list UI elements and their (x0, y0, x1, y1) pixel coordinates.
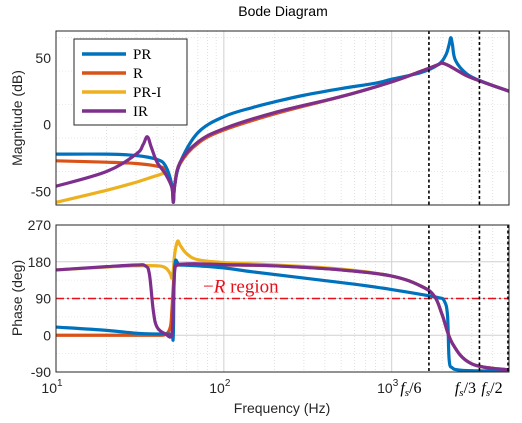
phase-axis-label: Phase (deg) (9, 260, 25, 336)
legend: PR R PR-I IR (73, 38, 188, 126)
magnitude-series-group (56, 36, 509, 204)
magnitude-series-pr-line (56, 36, 509, 204)
fs-label-3: fs/2 (481, 380, 502, 399)
magnitude-series-ir-line (56, 61, 509, 204)
magnitude-y-tick-label: -50 (31, 184, 51, 200)
phase-y-tick-label: -90 (31, 364, 51, 380)
magnitude-axis-label: Magnitude (dB) (9, 70, 25, 166)
fs-label-2: fs/3 (455, 380, 476, 399)
phase-axes-box (55, 224, 510, 373)
legend-label-ir: IR (133, 104, 148, 120)
magnitude-y-tick-label: 0 (43, 117, 51, 133)
legend-label-r: R (133, 66, 143, 82)
phase-y-tick-label: 0 (43, 327, 51, 343)
x-tick-label: 102 (209, 378, 231, 396)
magnitude-panel: -50 0 50 PR R PR-I IR (31, 30, 510, 206)
x-tick-label: 103 (377, 378, 399, 396)
fs-label-1: fs/6 (400, 380, 421, 399)
legend-label-pr: PR (133, 47, 151, 63)
magnitude-y-tick-label: 50 (35, 50, 51, 66)
phase-y-tick-label: 270 (28, 217, 52, 233)
phase-y-tick-label: 180 (28, 254, 52, 270)
phase-y-tick-label: 90 (35, 291, 51, 307)
legend-label-pr-i: PR-I (133, 85, 161, 101)
phase-series-group (56, 239, 509, 372)
phase-panel: -90 0 90 180 270 −R region 101 102 103 fs/6 fs/3 fs… (28, 217, 510, 399)
magnitude-axes-box (55, 30, 510, 206)
phase-series-ir-line (56, 262, 509, 372)
chart-title: Bode Diagram (238, 3, 328, 19)
x-tick-label: 101 (41, 378, 63, 396)
negative-r-region-label: −R region (203, 277, 279, 298)
frequency-axis-label: Frequency (Hz) (234, 400, 330, 416)
